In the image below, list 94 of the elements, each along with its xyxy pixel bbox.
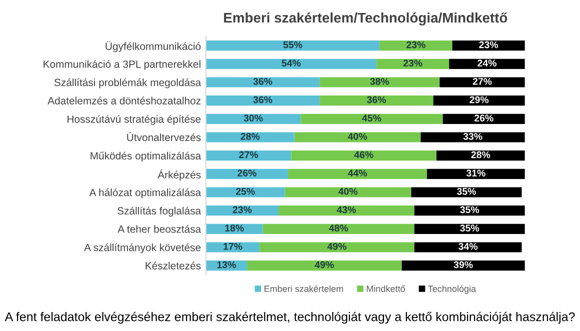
data-label: 26% (238, 170, 256, 177)
data-label: 30% (244, 114, 263, 122)
data-label: 46% (354, 151, 374, 158)
data-label: 28% (471, 151, 490, 158)
bar (206, 150, 292, 161)
data-label: 39% (454, 261, 473, 268)
bar (278, 206, 414, 216)
bar (426, 168, 525, 179)
bar (411, 187, 522, 198)
data-label: 48% (328, 224, 348, 232)
bar (440, 77, 525, 88)
bar (452, 40, 525, 51)
data-label: 34% (458, 242, 478, 250)
bar (206, 132, 294, 142)
bar (449, 58, 525, 69)
data-label: 36% (366, 96, 386, 104)
bar (206, 168, 288, 179)
data-label: 49% (327, 242, 346, 250)
data-label: 23% (479, 41, 498, 48)
data-label: 31% (466, 170, 486, 177)
bar (206, 40, 380, 51)
data-label: 40% (348, 132, 367, 140)
y-tick-label: Készletezés (146, 262, 201, 270)
y-tick-label: A teher beosztása (118, 225, 202, 233)
y-tick-label: A hálózat optimalizálása (89, 188, 202, 198)
data-label: 35% (460, 224, 480, 232)
y-tick-label: A szállítmányok követése (84, 243, 201, 254)
y-tick-label: Szállítási problémák megoldása (54, 78, 202, 88)
bar (300, 114, 443, 124)
data-label: 28% (240, 132, 260, 140)
data-label: 38% (370, 78, 390, 85)
bar (206, 242, 260, 252)
bar (414, 242, 522, 252)
bar (288, 168, 427, 179)
bar (320, 96, 434, 106)
data-label: 49% (314, 261, 334, 268)
bar (320, 77, 440, 88)
data-label: 55% (283, 41, 302, 48)
bar (284, 187, 412, 198)
data-label: 33% (463, 132, 482, 140)
bar (436, 150, 525, 161)
chart-title: Emberi szakértelem/Technológia/Mindkettő (224, 12, 508, 26)
bar (260, 242, 414, 252)
data-label: 23% (403, 60, 422, 67)
bar (442, 114, 525, 124)
bar (262, 224, 414, 234)
y-tick-label: Útvonaltervezés (127, 132, 201, 142)
data-label: 18% (225, 224, 244, 232)
data-label: 23% (406, 41, 426, 48)
bar (206, 96, 320, 106)
y-tick-label: Hosszútávú stratégia építése (68, 115, 201, 125)
bar (294, 132, 421, 142)
legend-label: Technológia (428, 285, 476, 294)
bar (414, 224, 525, 234)
data-label: 26% (474, 114, 494, 122)
bar (433, 96, 525, 106)
bar (291, 150, 436, 161)
bar (206, 187, 285, 198)
bar (206, 206, 279, 216)
data-label: 45% (362, 114, 382, 122)
bar (246, 260, 402, 271)
legend-label: Emberi szakértelem (264, 285, 343, 292)
data-label: 25% (236, 188, 255, 195)
data-label: 27% (472, 78, 492, 85)
y-tick-label: Kommunikáció a 3PL partnerekkel (44, 60, 200, 70)
data-label: 13% (217, 261, 236, 268)
data-label: 35% (460, 206, 480, 214)
bar (414, 206, 525, 216)
text: A fent feladatok elvégzéséhez emberi szakértelmet, technológiát vagy a kettő kombinációját használja? (4, 312, 575, 324)
y-tick-label: Árképzés (158, 169, 201, 181)
y-tick-label: Működés optimalizálása (90, 152, 202, 162)
data-label: 23% (232, 206, 252, 214)
data-label: 44% (348, 170, 367, 176)
y-tick-label: Szállítás foglalása (118, 206, 202, 217)
data-label: 54% (282, 60, 301, 67)
data-label: 29% (470, 96, 489, 104)
bar (376, 58, 450, 69)
legend-label: Mindkettő (366, 285, 405, 292)
data-label: 36% (253, 96, 272, 104)
bar (206, 58, 376, 69)
bar (402, 260, 525, 271)
data-label: 36% (253, 78, 272, 85)
data-label: 43% (336, 206, 356, 214)
bar (206, 114, 301, 124)
y-tick-label: Adatelemzés a döntéshozatalhoz (48, 96, 201, 104)
data-label: 35% (456, 188, 476, 195)
bar (206, 77, 320, 88)
bar (420, 132, 525, 142)
y-tick-label: Ügyfélkommunikáció (106, 41, 201, 52)
data-label: 27% (239, 151, 258, 158)
data-label: 17% (224, 242, 242, 250)
bar (380, 40, 452, 51)
data-label: 40% (338, 188, 358, 195)
data-label: 24% (478, 60, 496, 66)
